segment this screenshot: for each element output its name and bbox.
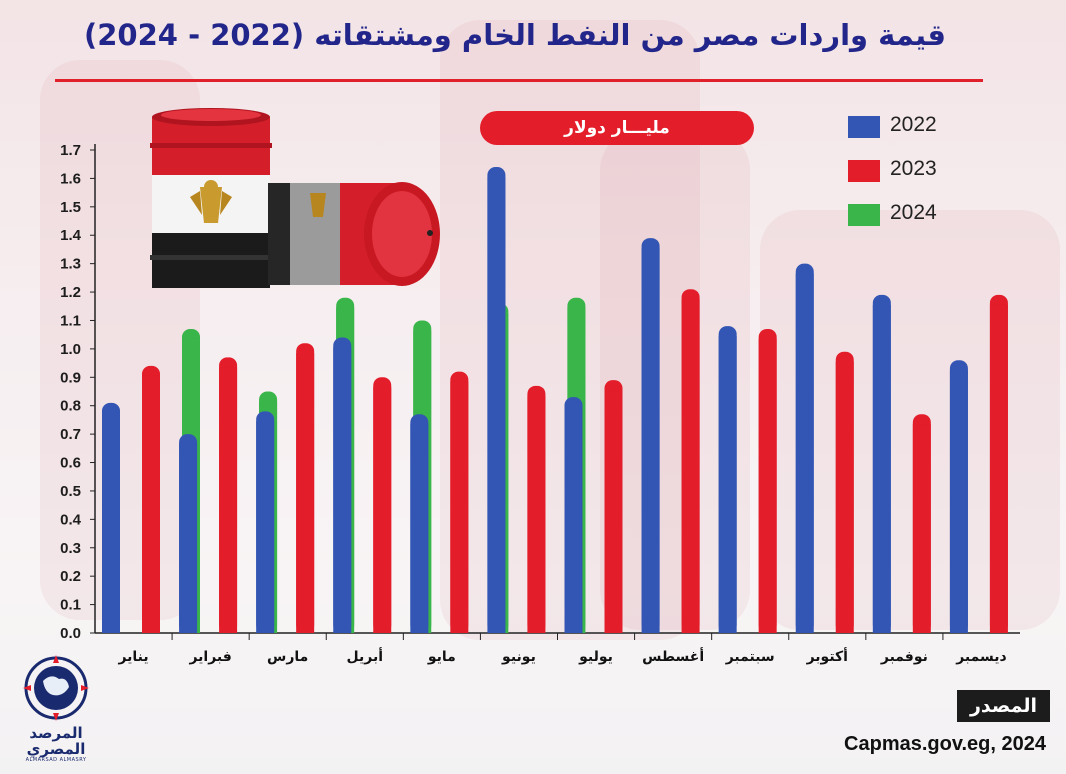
x-tick-label: أغسطس <box>642 647 704 665</box>
bar-base-2023-10 <box>912 424 931 633</box>
y-tick-label: 1.7 <box>60 142 81 159</box>
y-tick-label: 0.0 <box>60 625 81 642</box>
bar-base-2023-11 <box>989 304 1008 633</box>
x-tick-label: أبريل <box>347 647 384 665</box>
x-tick-label: يونيو <box>501 649 536 665</box>
legend-swatch <box>848 160 880 182</box>
y-tick-label: 0.8 <box>60 398 81 415</box>
bar-base-2022-4 <box>410 424 429 633</box>
legend-label: 2024 <box>890 201 937 224</box>
bar-base-2022-6 <box>564 407 583 633</box>
y-tick-label: 0.5 <box>60 483 81 500</box>
bar-base-2022-10 <box>872 304 891 633</box>
bar-base-2022-7 <box>641 248 660 633</box>
y-tick-label: 0.6 <box>60 455 81 472</box>
x-tick-label: فبراير <box>188 649 231 665</box>
y-tick-label: 1.1 <box>60 312 81 329</box>
bar-base-2023-5 <box>527 395 546 633</box>
x-tick-label: مارس <box>267 649 308 665</box>
source-tag: المصدر <box>957 690 1050 722</box>
unit-label: مليـــار دولار <box>480 111 754 145</box>
bar-base-2022-1 <box>179 444 198 633</box>
bar-base-2023-8 <box>758 338 777 633</box>
bar-base-2022-2 <box>256 421 275 633</box>
title-underline <box>55 79 983 82</box>
legend-label: 2023 <box>890 157 937 180</box>
legend-label: 2022 <box>890 113 937 136</box>
y-tick-label: 1.2 <box>60 284 81 301</box>
logo: المرصد المصري ALMARSAD ALMASRY <box>14 655 98 763</box>
x-tick-label: يناير <box>117 649 148 665</box>
legend-swatch <box>848 204 880 226</box>
y-tick-label: 0.4 <box>60 511 82 528</box>
x-tick-label: ديسمبر <box>955 649 1007 665</box>
y-tick-label: 1.6 <box>60 170 81 187</box>
y-tick-label: 0.1 <box>60 597 81 614</box>
x-tick-label: سبتمبر <box>725 649 775 665</box>
bar-base-2023-6 <box>604 390 623 633</box>
legend-swatch <box>848 116 880 138</box>
bar-base-2022-5 <box>487 177 506 633</box>
y-tick-label: 0.7 <box>60 426 81 443</box>
x-tick-label: يوليو <box>578 649 613 665</box>
bar-base-2022-9 <box>795 273 814 633</box>
bar-base-2022-8 <box>718 336 737 633</box>
x-tick-label: نوفمبر <box>880 649 928 665</box>
bar-base-2023-4 <box>450 381 469 633</box>
bar-base-2023-7 <box>681 299 700 633</box>
y-tick-label: 0.9 <box>60 369 81 386</box>
bar-base-2022-11 <box>949 370 968 633</box>
x-tick-label: مايو <box>427 649 456 665</box>
chart-title: قيمة واردات مصر من النفط الخام ومشتقاته … <box>83 18 946 52</box>
y-tick-label: 0.3 <box>60 540 81 557</box>
logo-name: المرصد المصري <box>26 724 86 758</box>
bar-base-2022-0 <box>102 412 120 633</box>
bar-base-2022-3 <box>333 347 352 633</box>
bar-base-2023-3 <box>373 387 392 633</box>
y-tick-label: 1.3 <box>60 256 81 273</box>
source-text: Capmas.gov.eg, 2024 <box>844 733 1046 755</box>
globe-logo-icon <box>23 655 89 721</box>
y-tick-label: 1.4 <box>60 227 82 244</box>
y-tick-label: 1.5 <box>60 199 81 216</box>
side-barrel-icon <box>268 182 440 286</box>
oil-barrels-illustration <box>140 105 450 299</box>
logo-subtitle: ALMARSAD ALMASRY <box>25 757 87 763</box>
bar-base-2023-9 <box>835 361 854 633</box>
bar-base-2023-2 <box>296 353 315 633</box>
y-tick-label: 1.0 <box>60 341 81 358</box>
x-tick-label: أكتوبر <box>806 647 848 665</box>
bar-base-2023-1 <box>219 367 238 633</box>
egypt-flag-barrel-icon <box>150 108 272 288</box>
bar-base-2023-0 <box>142 375 160 633</box>
y-tick-label: 0.2 <box>60 568 81 585</box>
